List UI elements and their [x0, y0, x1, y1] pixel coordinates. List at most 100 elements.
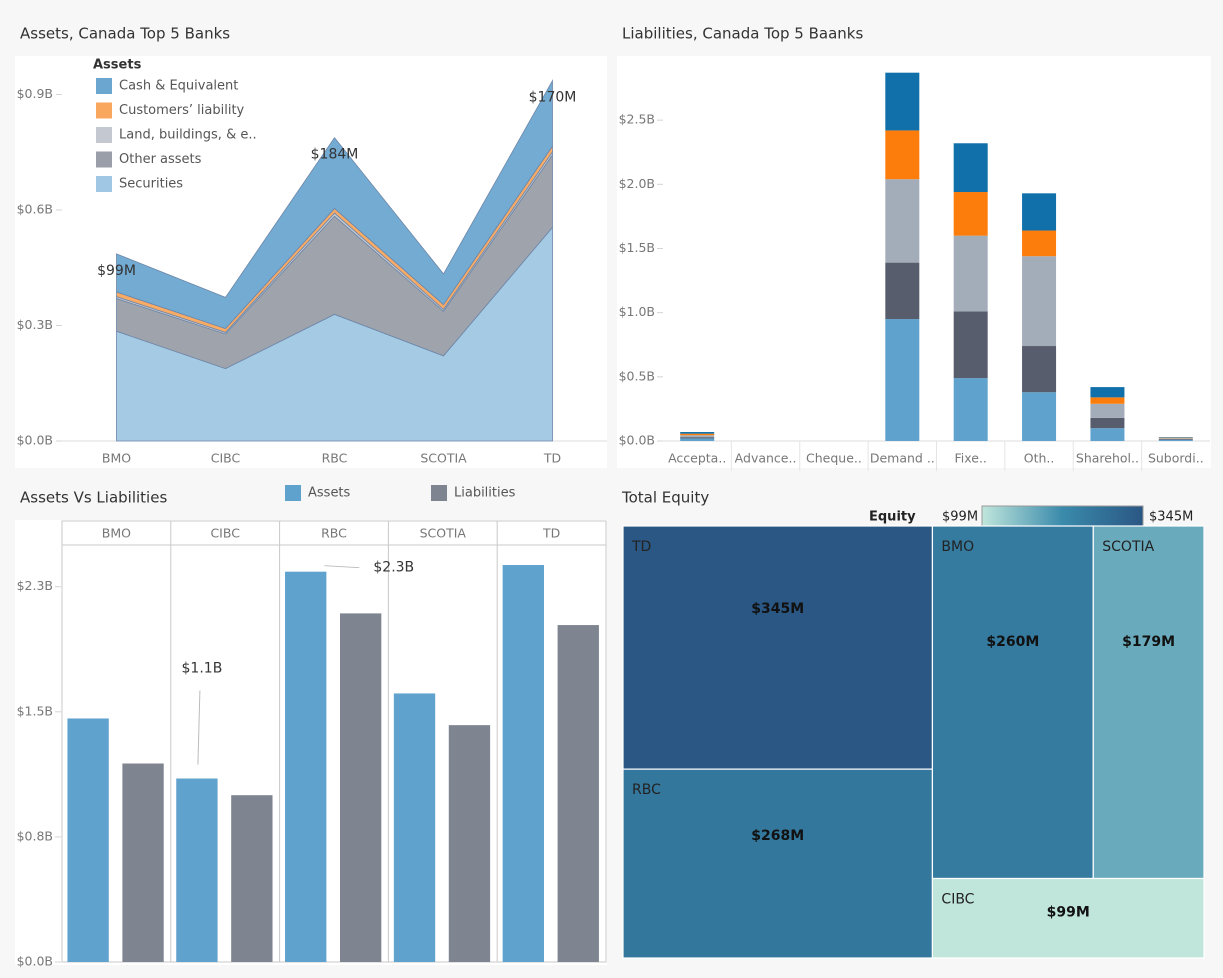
data-label: $2.3B [373, 560, 414, 576]
color-legend [981, 505, 1144, 527]
bar [67, 718, 109, 962]
data-label: $184M [311, 147, 359, 163]
treemap-cell [931, 877, 1205, 959]
bar-segment [1090, 417, 1125, 429]
bar-segment [1090, 428, 1125, 441]
legend-label: Assets [308, 486, 351, 501]
legend-label: Cash & Equivalent [119, 79, 238, 94]
leader-line [324, 565, 360, 569]
bar-segment [680, 433, 715, 436]
leader-line [197, 690, 201, 765]
legend-title: Equity [869, 510, 916, 525]
y-tick-label: $0.9B [17, 86, 53, 101]
bar-segment [1090, 403, 1125, 418]
bar-segment [680, 437, 715, 439]
bar [448, 725, 491, 962]
chart-title: Assets Vs Liabilities [20, 489, 167, 507]
panel-header: BMO [102, 526, 131, 541]
bar [557, 625, 599, 962]
legend-swatch [431, 485, 447, 501]
bar [393, 693, 436, 962]
cell-name: RBC [632, 782, 661, 798]
x-tick-label: BMO [102, 451, 131, 466]
x-tick-label: Sharehol.. [1076, 451, 1139, 466]
legend-title: Assets [93, 58, 142, 73]
legend-swatch [96, 151, 112, 168]
data-label: $170M [529, 90, 577, 106]
x-tick-label: Advance.. [735, 451, 797, 466]
data-label: $99M [97, 263, 136, 279]
y-tick-label: $0.6B [17, 202, 53, 217]
bar [231, 795, 273, 962]
bar-segment [953, 143, 988, 193]
legend-max: $345M [1149, 510, 1193, 525]
bar-segment [680, 432, 715, 434]
x-tick-label: Demand .. [870, 451, 935, 466]
cell-name: TD [631, 539, 651, 555]
treemap-cell [622, 768, 934, 959]
x-tick-label: Subordi.. [1148, 451, 1204, 466]
legend-label: Land, buildings, & e.. [119, 128, 257, 143]
y-tick-label: $2.0B [619, 176, 655, 191]
cell-value: $260M [986, 634, 1039, 650]
bar-segment [885, 179, 920, 263]
bar-segment [1158, 438, 1193, 440]
y-tick-label: $0.8B [17, 828, 53, 843]
bar-segment [953, 378, 988, 441]
x-tick-label: Accepta.. [668, 451, 726, 466]
treemap-cell [622, 525, 934, 770]
legend-swatch [96, 78, 112, 94]
chart-title: Assets, Canada Top 5 Banks [20, 25, 230, 43]
legend-min: $99M [942, 510, 978, 525]
bar [502, 565, 544, 962]
cell-name: CIBC [941, 892, 974, 908]
x-tick-label: Oth.. [1024, 451, 1055, 466]
y-tick-label: $0.0B [619, 433, 655, 448]
x-tick-label: RBC [322, 451, 348, 466]
bar-segment [885, 130, 920, 180]
legend-swatch [96, 176, 112, 192]
y-tick-label: $0.0B [17, 954, 53, 969]
x-tick-label: TD [543, 451, 561, 466]
cell-name: SCOTIA [1102, 539, 1154, 555]
bar-segment [885, 262, 920, 320]
bar [285, 571, 327, 962]
cell-value: $268M [751, 828, 804, 844]
y-tick-label: $0.0B [17, 433, 53, 448]
y-tick-label: $0.5B [619, 368, 655, 383]
panel-header: SCOTIA [420, 526, 467, 541]
bar [122, 763, 164, 962]
bar-segment [1022, 256, 1057, 347]
y-tick-label: $1.0B [619, 304, 655, 319]
x-tick-label: Fixe.. [954, 451, 986, 466]
treemap-cell [931, 525, 1094, 880]
bar [339, 613, 382, 962]
treemap-cell [1092, 525, 1205, 880]
cell-value: $345M [751, 601, 804, 617]
bar-segment [1022, 193, 1057, 231]
bar-segment [1158, 437, 1193, 438]
bar-segment [1090, 387, 1125, 398]
x-tick-label: CIBC [211, 451, 241, 466]
bar-segment [1022, 392, 1057, 441]
bar-segment [1022, 346, 1057, 393]
cell-value: $179M [1122, 634, 1175, 650]
legend-label: Securities [119, 177, 183, 192]
bar-segment [1158, 439, 1193, 441]
chart-title: Liabilities, Canada Top 5 Baanks [622, 25, 863, 43]
y-tick-label: $2.3B [17, 578, 53, 593]
area [116, 79, 553, 330]
cell-value: $99M [1047, 904, 1090, 920]
bar [176, 778, 218, 962]
chart-title: Total Equity [621, 489, 709, 507]
legend-swatch [285, 485, 301, 501]
panel-header: TD [542, 526, 560, 541]
legend-label: Liabilities [454, 486, 516, 501]
legend-label: Other assets [119, 152, 202, 167]
cell-name: BMO [941, 539, 974, 555]
bar-segment [953, 192, 988, 236]
bar-segment [953, 311, 988, 379]
bar-segment [1090, 397, 1125, 404]
panel-header: RBC [321, 526, 347, 541]
